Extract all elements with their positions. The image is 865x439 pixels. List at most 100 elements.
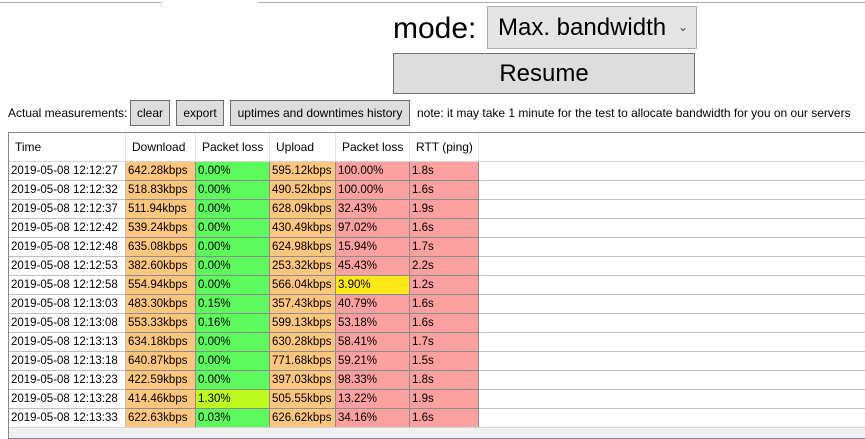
clear-button[interactable]: clear bbox=[130, 100, 170, 126]
cell-upload: 599.13kbps bbox=[270, 314, 336, 333]
cell-upload: 624.98kbps bbox=[270, 238, 336, 257]
cell-download: 642.28kbps bbox=[126, 162, 196, 181]
column-header-rtt[interactable]: RTT (ping) bbox=[410, 133, 479, 161]
row-divider bbox=[479, 218, 865, 219]
cell-rtt: 1.6s bbox=[410, 295, 479, 314]
cell-time: 2019-05-08 12:13:33 bbox=[9, 409, 126, 428]
cell-upload: 595.12kbps bbox=[270, 162, 336, 181]
row-divider bbox=[479, 294, 865, 295]
table-row[interactable]: 2019-05-08 12:12:27 642.28kbps 0.00% 595.12… bbox=[9, 162, 865, 181]
row-divider bbox=[479, 370, 865, 371]
cell-download: 414.46kbps bbox=[126, 390, 196, 409]
mode-select[interactable]: Max. bandwidth ⌄ bbox=[487, 6, 697, 49]
row-divider bbox=[479, 389, 865, 390]
table-row[interactable]: 2019-05-08 12:13:08 553.33kbps 0.16% 599.13… bbox=[9, 314, 865, 333]
cell-upload: 566.04kbps bbox=[270, 276, 336, 295]
cell-download-packet-loss: 1.30% bbox=[196, 390, 270, 409]
cell-download-packet-loss: 0.00% bbox=[196, 276, 270, 295]
mode-label: mode: bbox=[393, 12, 477, 45]
cell-upload-packet-loss: 3.90% bbox=[336, 276, 410, 295]
cell-time: 2019-05-08 12:12:48 bbox=[9, 238, 126, 257]
cell-download: 483.30kbps bbox=[126, 295, 196, 314]
row-divider bbox=[479, 332, 865, 333]
cell-time: 2019-05-08 12:12:58 bbox=[9, 276, 126, 295]
cell-upload: 505.55kbps bbox=[270, 390, 336, 409]
row-divider bbox=[479, 199, 865, 200]
cell-time: 2019-05-08 12:13:23 bbox=[9, 371, 126, 390]
tab-strip bbox=[0, 0, 865, 3]
horizontal-scrollbar[interactable] bbox=[9, 427, 865, 438]
measurements-toolbar: Actual measurements: clear export uptime… bbox=[0, 100, 865, 126]
cell-rtt: 1.7s bbox=[410, 238, 479, 257]
cell-download: 422.59kbps bbox=[126, 371, 196, 390]
cell-rtt: 1.9s bbox=[410, 390, 479, 409]
cell-rtt: 1.6s bbox=[410, 409, 479, 428]
cell-time: 2019-05-08 12:13:03 bbox=[9, 295, 126, 314]
cell-upload-packet-loss: 59.21% bbox=[336, 352, 410, 371]
table-row[interactable]: 2019-05-08 12:13:28 414.46kbps 1.30% 505.55… bbox=[9, 390, 865, 409]
table-header: Time Download Packet loss Upload Packet … bbox=[9, 133, 865, 162]
measurements-label: Actual measurements: bbox=[8, 106, 128, 120]
cell-rtt: 1.6s bbox=[410, 314, 479, 333]
tab-right[interactable] bbox=[258, 0, 865, 3]
cell-download-packet-loss: 0.00% bbox=[196, 371, 270, 390]
table-row[interactable]: 2019-05-08 12:12:58 554.94kbps 0.00% 566.04… bbox=[9, 276, 865, 295]
row-divider bbox=[479, 180, 865, 181]
cell-upload-packet-loss: 98.33% bbox=[336, 371, 410, 390]
cell-download: 640.87kbps bbox=[126, 352, 196, 371]
cell-upload-packet-loss: 32.43% bbox=[336, 200, 410, 219]
resume-button[interactable]: Resume bbox=[393, 53, 695, 94]
column-header-time[interactable]: Time bbox=[9, 133, 126, 161]
table-row[interactable]: 2019-05-08 12:12:37 511.94kbps 0.00% 628.09… bbox=[9, 200, 865, 219]
tab-left[interactable] bbox=[0, 0, 162, 3]
table-row[interactable]: 2019-05-08 12:12:48 635.08kbps 0.00% 624.98… bbox=[9, 238, 865, 257]
cell-download-packet-loss: 0.15% bbox=[196, 295, 270, 314]
cell-upload-packet-loss: 100.00% bbox=[336, 162, 410, 181]
table-row[interactable]: 2019-05-08 12:13:23 422.59kbps 0.00% 397.03… bbox=[9, 371, 865, 390]
cell-download: 518.83kbps bbox=[126, 181, 196, 200]
cell-download: 382.60kbps bbox=[126, 257, 196, 276]
column-header-upload-packet-loss[interactable]: Packet loss bbox=[336, 133, 410, 161]
table-row[interactable]: 2019-05-08 12:13:03 483.30kbps 0.15% 357.43… bbox=[9, 295, 865, 314]
cell-time: 2019-05-08 12:13:08 bbox=[9, 314, 126, 333]
cell-rtt: 1.8s bbox=[410, 162, 479, 181]
export-button[interactable]: export bbox=[176, 100, 224, 126]
history-button[interactable]: uptimes and downtimes history bbox=[230, 100, 410, 126]
cell-time: 2019-05-08 12:12:37 bbox=[9, 200, 126, 219]
cell-time: 2019-05-08 12:13:28 bbox=[9, 390, 126, 409]
cell-download-packet-loss: 0.00% bbox=[196, 200, 270, 219]
cell-download: 511.94kbps bbox=[126, 200, 196, 219]
cell-upload: 626.62kbps bbox=[270, 409, 336, 428]
cell-rtt: 1.8s bbox=[410, 371, 479, 390]
cell-rtt: 1.5s bbox=[410, 352, 479, 371]
column-header-download-packet-loss[interactable]: Packet loss bbox=[196, 133, 270, 161]
cell-time: 2019-05-08 12:12:27 bbox=[9, 162, 126, 181]
table-row[interactable]: 2019-05-08 12:13:13 634.18kbps 0.00% 630.28… bbox=[9, 333, 865, 352]
cell-time: 2019-05-08 12:12:32 bbox=[9, 181, 126, 200]
cell-download-packet-loss: 0.00% bbox=[196, 238, 270, 257]
column-header-upload[interactable]: Upload bbox=[270, 133, 336, 161]
column-header-download[interactable]: Download bbox=[126, 133, 196, 161]
cell-upload-packet-loss: 100.00% bbox=[336, 181, 410, 200]
cell-download-packet-loss: 0.16% bbox=[196, 314, 270, 333]
cell-upload-packet-loss: 45.43% bbox=[336, 257, 410, 276]
cell-upload-packet-loss: 53.18% bbox=[336, 314, 410, 333]
table-row[interactable]: 2019-05-08 12:13:18 640.87kbps 0.00% 771.68… bbox=[9, 352, 865, 371]
cell-upload: 771.68kbps bbox=[270, 352, 336, 371]
table-row[interactable]: 2019-05-08 12:13:33 622.63kbps 0.03% 626.62… bbox=[9, 409, 865, 428]
table-row[interactable]: 2019-05-08 12:12:42 539.24kbps 0.00% 430.49… bbox=[9, 219, 865, 238]
cell-upload: 630.28kbps bbox=[270, 333, 336, 352]
cell-rtt: 1.6s bbox=[410, 181, 479, 200]
cell-upload-packet-loss: 40.79% bbox=[336, 295, 410, 314]
cell-download: 635.08kbps bbox=[126, 238, 196, 257]
cell-download: 634.18kbps bbox=[126, 333, 196, 352]
table-row[interactable]: 2019-05-08 12:12:53 382.60kbps 0.00% 253.32… bbox=[9, 257, 865, 276]
row-divider bbox=[479, 351, 865, 352]
cell-download-packet-loss: 0.00% bbox=[196, 219, 270, 238]
cell-download-packet-loss: 0.00% bbox=[196, 181, 270, 200]
table-row[interactable]: 2019-05-08 12:12:32 518.83kbps 0.00% 490.52… bbox=[9, 181, 865, 200]
cell-upload: 628.09kbps bbox=[270, 200, 336, 219]
cell-upload: 357.43kbps bbox=[270, 295, 336, 314]
measurements-table[interactable]: Time Download Packet loss Upload Packet … bbox=[8, 132, 865, 439]
cell-time: 2019-05-08 12:13:18 bbox=[9, 352, 126, 371]
